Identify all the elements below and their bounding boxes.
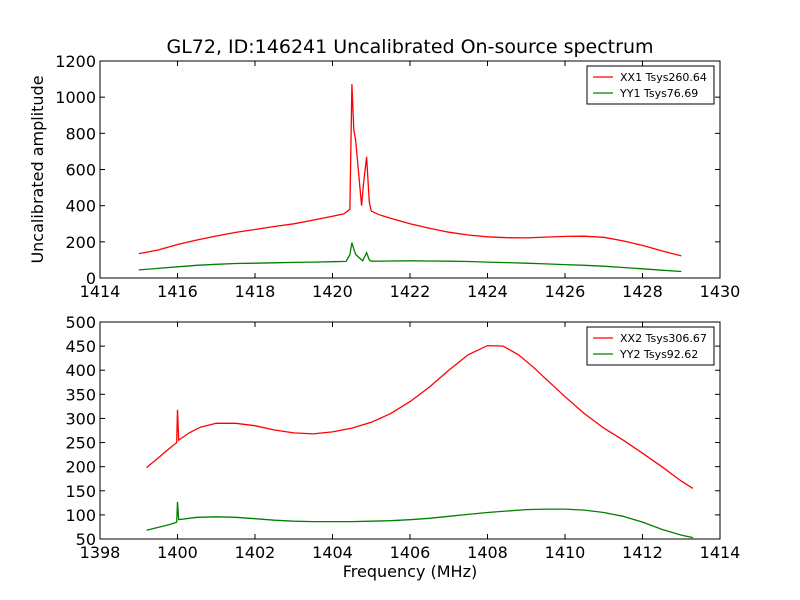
y-tick-label: 350 <box>65 385 96 404</box>
y-tick-label: 100 <box>65 506 96 525</box>
x-tick-label: 1408 <box>467 543 508 562</box>
y-tick-label: 300 <box>65 409 96 428</box>
y-tick-label: 800 <box>65 124 96 143</box>
x-tick-label: 1414 <box>80 282 121 301</box>
y-axis-label: Uncalibrated amplitude <box>28 75 47 263</box>
x-tick-label: 1426 <box>545 282 586 301</box>
x-tick-label: 1402 <box>235 543 276 562</box>
series-line-2-1 <box>146 344 694 489</box>
legend-label: XX2 Tsys306.67 <box>620 332 707 345</box>
legend: XX1 Tsys260.64 YY1 Tsys76.69 <box>586 65 715 105</box>
legend: XX2 Tsys306.67 YY2 Tsys92.62 <box>586 326 715 366</box>
x-tick-label: 1400 <box>157 543 198 562</box>
x-tick-label: 1416 <box>157 282 198 301</box>
series-line-1-1 <box>138 84 682 257</box>
y-tick-label: 600 <box>65 161 96 180</box>
y-tick-label: 500 <box>65 313 96 332</box>
series-line-2-2 <box>146 501 694 539</box>
chart-title: GL72, ID:146241 Uncalibrated On-source s… <box>166 36 653 58</box>
y-tick-label: 450 <box>65 337 96 356</box>
y-tick-label: 400 <box>65 197 96 216</box>
legend-label: YY1 Tsys76.69 <box>619 87 698 100</box>
legend-label: XX1 Tsys260.64 <box>620 71 707 84</box>
y-tick-label: 1000 <box>55 88 96 107</box>
x-tick-label: 1410 <box>545 543 586 562</box>
series-line-1-2 <box>138 242 682 273</box>
chart-panel-1: 1414 1416 1418 1420 1422 1424 1426 1428 1430 0 200… <box>28 52 740 301</box>
y-tick-label: 1200 <box>55 52 96 71</box>
legend-box <box>586 326 715 366</box>
legend-label: YY2 Tsys92.62 <box>619 348 698 361</box>
y-tick-label: 250 <box>65 434 96 453</box>
x-tick-label: 1430 <box>700 282 741 301</box>
y-tick-label: 0 <box>86 269 96 288</box>
x-tick-label: 1398 <box>80 543 121 562</box>
y-tick-label: 50 <box>76 530 96 549</box>
x-axis-label: Frequency (MHz) <box>343 562 477 581</box>
x-tick-label: 1404 <box>312 543 353 562</box>
y-tick-label: 400 <box>65 361 96 380</box>
x-tick-label: 1424 <box>467 282 508 301</box>
x-tick-label: 1412 <box>622 543 663 562</box>
y-tick-label: 150 <box>65 482 96 501</box>
x-tick-label: 1428 <box>622 282 663 301</box>
legend-box <box>586 65 715 105</box>
y-tick-label: 200 <box>65 458 96 477</box>
x-tick-label: 1418 <box>235 282 276 301</box>
chart-panel-2: 1398 1400 1402 1404 1406 1408 1410 1412 1414 50 10… <box>65 313 740 581</box>
x-tick-label: 1422 <box>390 282 431 301</box>
x-tick-label: 1414 <box>700 543 741 562</box>
x-tick-label: 1406 <box>390 543 431 562</box>
y-tick-label: 200 <box>65 233 96 252</box>
x-tick-label: 1420 <box>312 282 353 301</box>
